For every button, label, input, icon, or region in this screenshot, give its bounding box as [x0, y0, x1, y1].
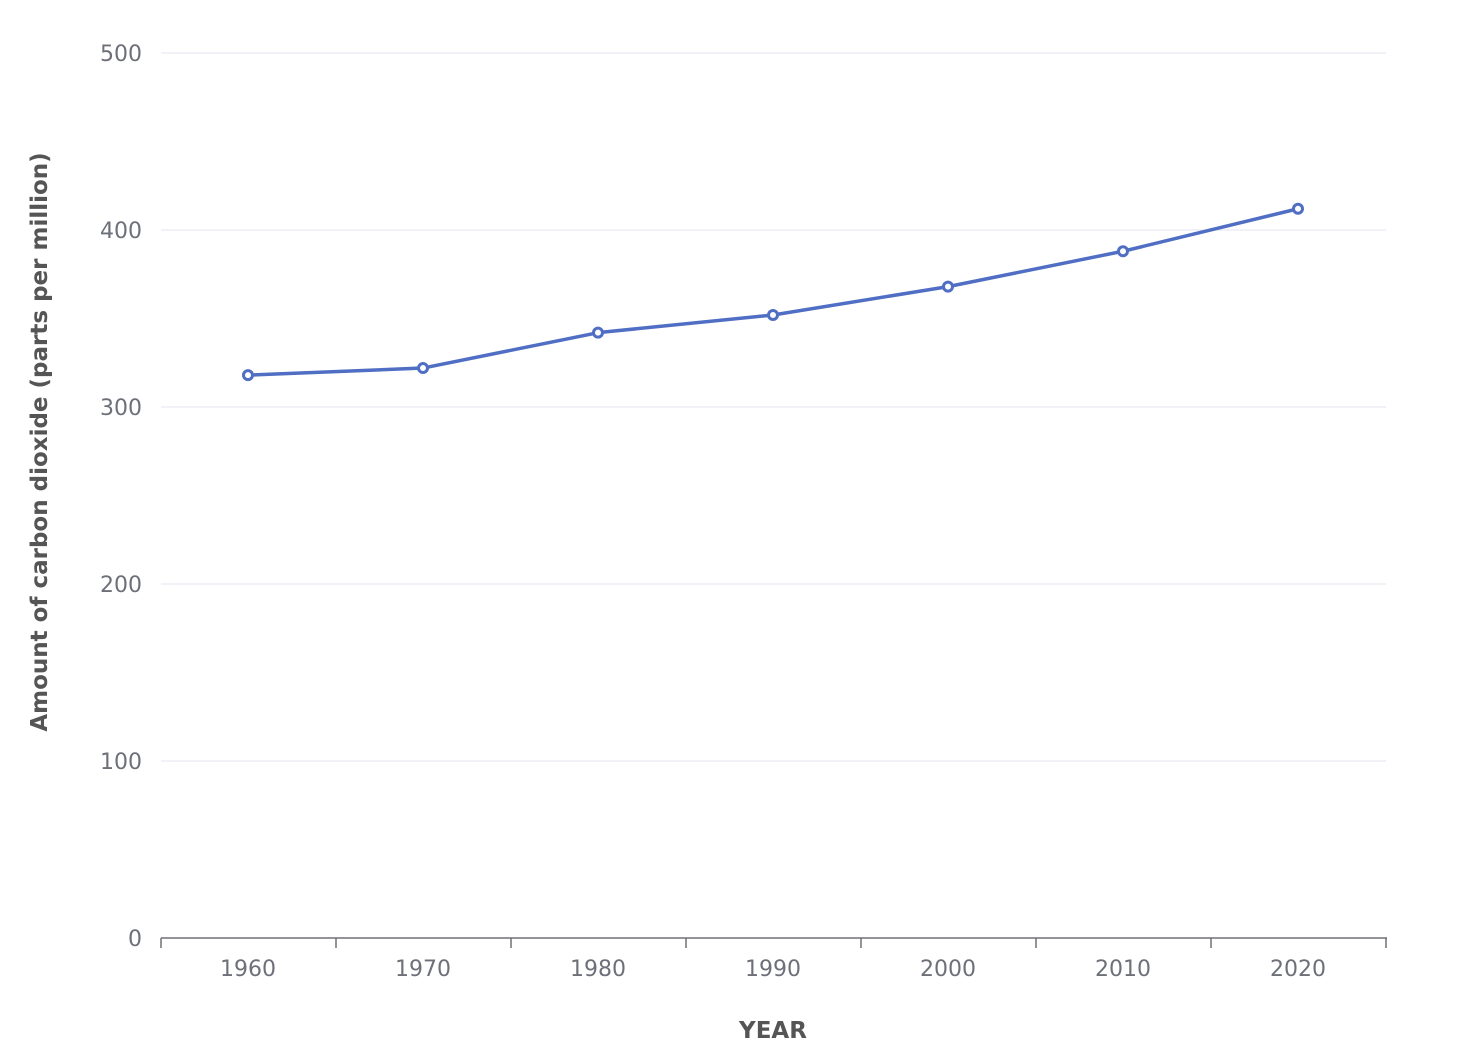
x-tick-label: 1970	[395, 957, 451, 982]
x-tick-label: 1960	[220, 957, 276, 982]
data-point	[942, 280, 954, 293]
x-tick-label: 1980	[570, 957, 626, 982]
x-tick-label: 2000	[920, 957, 976, 982]
x-tick-label: 1990	[745, 957, 801, 982]
series-layer	[242, 202, 1304, 382]
data-point	[1292, 202, 1304, 215]
data-point	[242, 369, 254, 382]
data-point	[1117, 245, 1129, 258]
y-axis: 0 100 200 300 400 500	[100, 42, 142, 952]
data-point	[417, 362, 429, 375]
y-tick-label: 200	[100, 573, 142, 598]
y-tick-label: 300	[100, 396, 142, 421]
x-tick-label: 2010	[1095, 957, 1151, 982]
x-axis: 1960 1970 1980 1990 2000 2010 2020	[160, 937, 1387, 982]
x-axis-title: YEAR	[738, 1018, 807, 1044]
data-point	[767, 308, 779, 321]
y-tick-label: 0	[128, 927, 142, 952]
data-point	[592, 326, 604, 339]
y-tick-label: 100	[100, 750, 142, 775]
x-tick-label: 2020	[1270, 957, 1326, 982]
series-line	[246, 207, 1300, 377]
grid-lines	[161, 52, 1386, 762]
y-axis-title: Amount of carbon dioxide (parts per mill…	[27, 152, 53, 731]
y-tick-label: 400	[100, 219, 142, 244]
y-tick-label: 500	[100, 42, 142, 67]
